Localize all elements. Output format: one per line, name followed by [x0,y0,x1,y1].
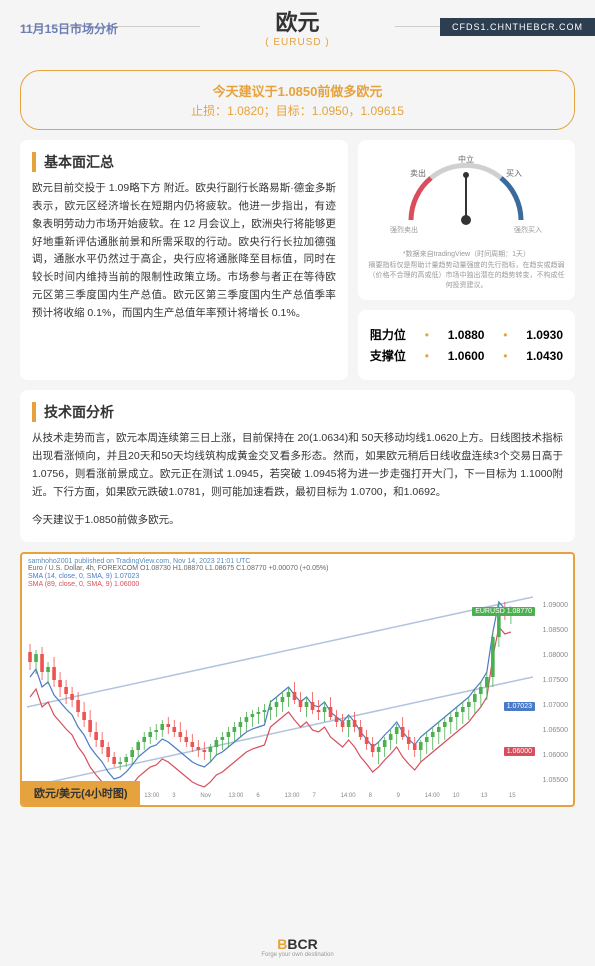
svg-text:1.08500: 1.08500 [543,627,568,634]
support-v1: 1.0600 [448,349,485,363]
sma1-label: SMA (14, close, 0, SMA, 9) [28,573,112,580]
svg-text:1.07500: 1.07500 [543,677,568,684]
candlestick-chart: 1.09000 1.08500 1.08000 1.07500 1.07000 1.065… [22,592,573,802]
gauge-note: *数据来自tradingView（时间周期：1天） [368,249,565,259]
svg-text:1.09000: 1.09000 [543,602,568,609]
recommendation-detail: 止损：1.0820；目标：1.0950，1.09615 [41,102,554,119]
svg-text:13:00: 13:00 [144,793,160,799]
support-v2: 1.0430 [526,349,563,363]
chart-instrument: Euro / U.S. Dollar, 4h, FOREXCOM O1.0873… [28,565,567,572]
gauge-strong-sell-label: 强烈卖出 [390,225,418,234]
resistance-v1: 1.0880 [448,328,485,342]
dot-icon: • [503,328,507,342]
support-row: 支撑位 • 1.0600 • 1.0430 [370,347,563,364]
svg-text:1.06000: 1.06000 [543,752,568,759]
title-block: 欧元 ( EURUSD ) [265,5,329,48]
technical-summary: 今天建议于1.0850前做多欧元。 [32,512,563,530]
svg-text:13:00: 13:00 [284,793,300,799]
price-tag: EURUSD 1.08770 [472,607,535,616]
chart-publisher: samhoho2001 published on TradingView.com… [28,558,567,565]
footer: BBCR Forge your own destination [0,936,595,958]
gauge-card: 中立 卖出 买入 强烈卖出 强烈买入 *数据来自tradingView（时间周期… [358,140,575,300]
page-subtitle: ( EURUSD ) [265,37,329,48]
svg-text:6: 6 [256,793,260,799]
levels-card: 阻力位 • 1.0880 • 1.0930 支撑位 • 1.0600 • 1.0… [358,310,575,380]
resistance-v2: 1.0930 [526,328,563,342]
svg-text:13:00: 13:00 [228,793,244,799]
chart-container: samhoho2001 published on TradingView.com… [20,552,575,807]
dot-icon: • [425,328,429,342]
date-label: 11月15日市场分析 [20,20,118,37]
chart-label-badge: 欧元/美元(4小时图) [22,781,140,805]
sma2-label: SMA (89, close, 0, SMA, 9) [28,581,112,588]
gauge-buy-label: 买入 [506,169,522,178]
svg-text:1.05500: 1.05500 [543,777,568,784]
footer-logo: BBCR [0,936,595,952]
footer-tagline: Forge your own destination [0,952,595,958]
svg-text:1.06500: 1.06500 [543,727,568,734]
fundamental-card: 基本面汇总 欧元目前交投于 1.09略下方 附近。欧央行副行长路易斯·德金多斯表… [20,140,348,380]
chart-area: 1.09000 1.08500 1.08000 1.07500 1.07000 1.065… [22,592,573,802]
gauge-sell-label: 卖出 [410,168,426,178]
dot-icon: • [425,349,429,363]
resistance-row: 阻力位 • 1.0880 • 1.0930 [370,326,563,343]
svg-text:7: 7 [313,793,317,799]
gauge-strong-buy-label: 强烈买入 [514,225,542,234]
url-badge: CFDS1.CHNTHEBCR.COM [440,18,595,36]
technical-title: 技术面分析 [32,402,563,422]
sentiment-gauge: 中立 卖出 买入 强烈卖出 强烈买入 [386,150,546,240]
recommendation-box: 今天建议于1.0850前做多欧元 止损：1.0820；目标：1.0950，1.0… [20,70,575,130]
svg-text:13: 13 [481,793,488,799]
price-tag: 1.06000 [504,747,535,756]
dot-icon: • [503,349,507,363]
gauge-neutral-label: 中立 [458,154,474,164]
svg-text:3: 3 [172,793,176,799]
svg-text:1.08000: 1.08000 [543,652,568,659]
resistance-label: 阻力位 [370,326,406,343]
technical-body: 从技术走势而言，欧元本周连续第三日上涨，目前保持在 20(1.0634)和 50… [32,430,563,501]
logo-text: BCR [287,936,317,952]
svg-text:10: 10 [453,793,460,799]
fundamental-body: 欧元目前交投于 1.09略下方 附近。欧央行副行长路易斯·德金多斯表示，欧元区经… [32,180,336,323]
sma2-val: 1.06000 [114,581,139,588]
price-tag: 1.07023 [504,702,535,711]
chart-header: samhoho2001 published on TradingView.com… [22,554,573,592]
svg-text:8: 8 [369,793,373,799]
fundamental-title: 基本面汇总 [32,152,336,172]
logo-b-icon: B [277,936,287,952]
recommendation-headline: 今天建议于1.0850前做多欧元 [41,81,554,100]
gauge-desc: 摘要指标仅是帮助计量趋势动量强度的先行指标，在趋实或趋弱（价格不合理的高或低）市… [368,261,565,290]
svg-text:1.07000: 1.07000 [543,702,568,709]
svg-text:14:00: 14:00 [425,793,441,799]
svg-text:15: 15 [509,793,516,799]
sma1-val: 1.07023 [114,573,139,580]
svg-text:9: 9 [397,793,401,799]
support-label: 支撑位 [370,347,406,364]
svg-text:14:00: 14:00 [341,793,357,799]
technical-card: 技术面分析 从技术走势而言，欧元本周连续第三日上涨，目前保持在 20(1.063… [20,390,575,541]
page-title: 欧元 [265,5,329,37]
svg-text:Nov: Nov [200,793,211,799]
